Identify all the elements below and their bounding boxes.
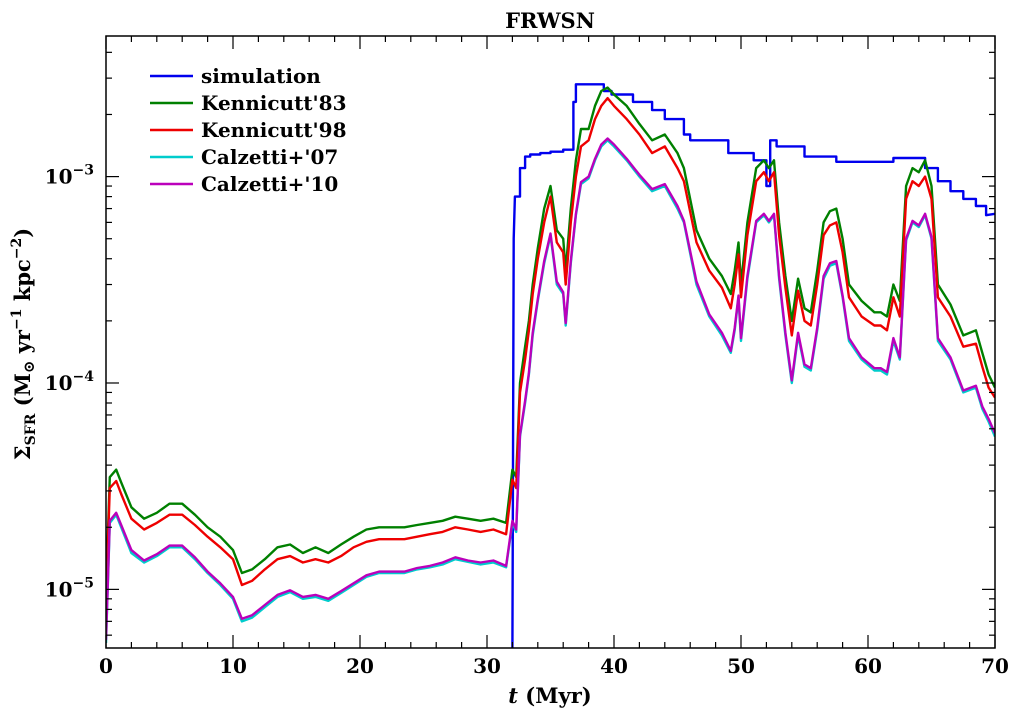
x-tick-label: 10 [219, 654, 247, 678]
series-line-2 [106, 86, 995, 590]
series-line-1 [511, 83, 995, 648]
series-lines [106, 83, 995, 648]
x-axis-label: t (Myr) [508, 683, 591, 708]
y-tick-label: 10−5 [45, 575, 94, 601]
y-label-yr-exp: −1 [9, 309, 25, 330]
y-tick-label: 10−4 [45, 369, 95, 395]
x-tick-label: 30 [473, 654, 501, 678]
x-tick-label: 0 [99, 654, 113, 678]
series-line-3 [106, 96, 995, 599]
x-tick-label: 40 [600, 654, 628, 678]
x-tick-label: 20 [346, 654, 374, 678]
x-tick-label: 60 [854, 654, 882, 678]
x-label-italic: t [508, 683, 518, 708]
y-label-close: ) [10, 228, 35, 238]
y-label-sun: ⊙ [20, 361, 38, 374]
x-tick-label: 70 [981, 654, 1009, 678]
svg-text:ΣSFR (M⊙ yr−1 kpc−2): ΣSFR (M⊙ yr−1 kpc−2) [9, 228, 39, 460]
legend-label-1: simulation [201, 64, 321, 88]
y-tick-label: 10−3 [45, 163, 94, 189]
y-label-kpc: kpc [10, 259, 35, 308]
series-line-5 [106, 137, 995, 640]
x-label-rest: (Myr) [518, 683, 592, 708]
legend-label-3: Kennicutt'98 [201, 118, 347, 142]
legend: simulation Kennicutt'83 Kennicutt'98 Calzet… [150, 64, 347, 196]
y-tick-exponent: −4 [73, 369, 95, 385]
plot-frame [105, 35, 996, 649]
x-tick-label: 50 [727, 654, 755, 678]
y-tick-base: 10 [45, 165, 73, 189]
y-axis-label: ΣSFR (M⊙ yr−1 kpc−2) [9, 228, 39, 460]
y-tick-base: 10 [45, 577, 73, 601]
y-tick-base: 10 [45, 371, 73, 395]
chart-title: FRWSN [505, 8, 595, 33]
y-label-sub: SFR [23, 413, 39, 445]
legend-label-5: Calzetti+'10 [201, 172, 338, 196]
legend-label-2: Kennicutt'83 [201, 91, 347, 115]
y-label-sigma: Σ [10, 445, 35, 460]
legend-label-4: Calzetti+'07 [201, 145, 338, 169]
y-tick-exponent: −5 [73, 575, 94, 591]
y-label-unit-open: (M [10, 373, 35, 414]
y-tick-exponent: −3 [73, 163, 94, 179]
y-label-yr: yr [10, 329, 35, 361]
y-label-kpc-exp: −2 [9, 238, 25, 259]
